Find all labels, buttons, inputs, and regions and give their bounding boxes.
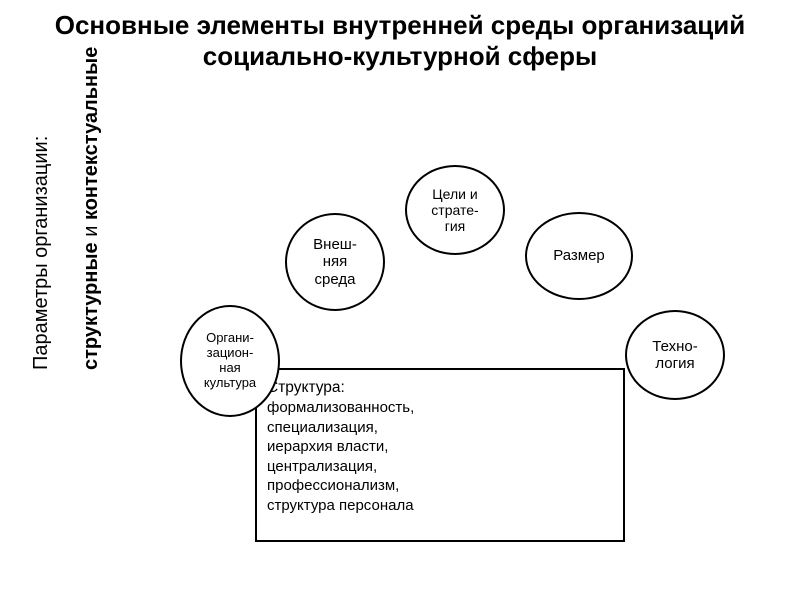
node-size: Размер (525, 212, 633, 300)
node-goals: Цели истрате-гия (405, 165, 505, 255)
sidebar-bold-1: структурные (80, 242, 102, 370)
structure-box: Структура: формализованность,специализац… (255, 368, 625, 542)
node-size-label: Размер (553, 247, 605, 264)
page-title: Основные элементы внутренней среды орган… (40, 10, 760, 72)
node-technology-label: Техно-логия (652, 338, 697, 373)
node-environment-label: Внеш-няясреда (313, 236, 357, 288)
node-environment: Внеш-няясреда (285, 213, 385, 311)
node-technology: Техно-логия (625, 310, 725, 400)
structure-body: формализованность,специализация,иерархия… (267, 399, 414, 514)
structure-title: Структура: (267, 379, 345, 396)
node-culture: Органи-зацион-наякультура (180, 305, 280, 417)
sidebar-bold-2: контекстуальные (80, 47, 102, 220)
diagram-area: Структура: формализованность,специализац… (150, 150, 770, 570)
sidebar-mid: и (80, 220, 102, 242)
sidebar-label-2: структурные и контекстуальные (80, 47, 103, 370)
node-culture-label: Органи-зацион-наякультура (204, 331, 256, 391)
node-goals-label: Цели истрате-гия (431, 186, 478, 234)
sidebar-label-1: Параметры организации: (30, 136, 53, 370)
